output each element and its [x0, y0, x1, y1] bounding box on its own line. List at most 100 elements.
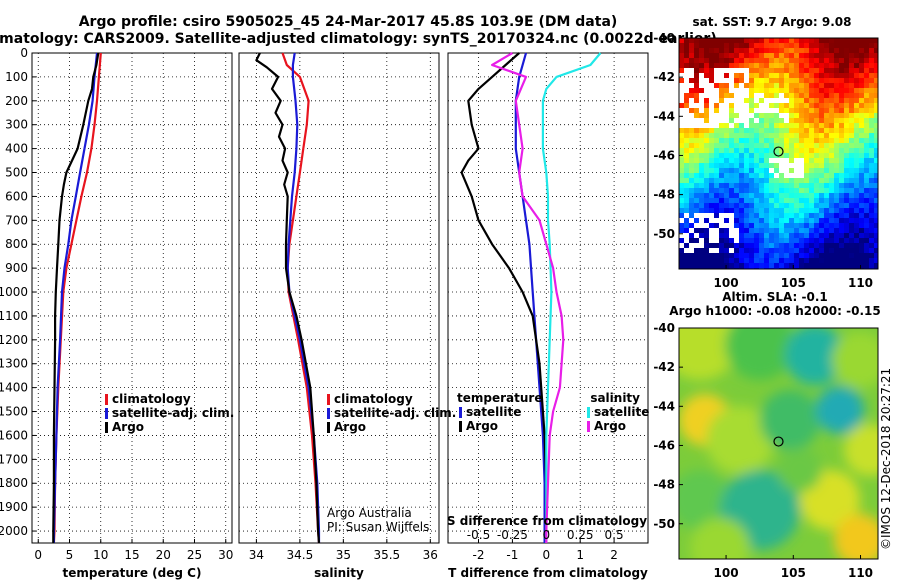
- sst-cell: [819, 163, 824, 168]
- sst-cell: [859, 88, 864, 93]
- sst-cell: [804, 228, 809, 233]
- sst-cell: [844, 148, 849, 153]
- sst-cell: [784, 38, 789, 43]
- sst-cell: [759, 248, 764, 253]
- axes-frame: [238, 52, 440, 544]
- sst-cell: [694, 68, 699, 73]
- sst-cell: [834, 108, 839, 113]
- x-tick-label: 100: [714, 566, 739, 580]
- sst-cell: [794, 123, 799, 128]
- sst-cell: [789, 148, 794, 153]
- sst-cell: [714, 248, 719, 253]
- sst-cell: [854, 133, 859, 138]
- sst-cell: [704, 113, 709, 118]
- sst-cell: [789, 43, 794, 48]
- sst-cell: [679, 228, 684, 233]
- sst-cell: [794, 208, 799, 213]
- sst-cell: [759, 188, 764, 193]
- sst-cell: [854, 183, 859, 188]
- sst-cell: [864, 123, 869, 128]
- legend-label: climatology: [112, 392, 191, 406]
- sst-cell: [699, 173, 704, 178]
- sst-cell: [719, 148, 724, 153]
- sst-cell: [809, 103, 814, 108]
- sst-cell: [824, 143, 829, 148]
- sst-cell: [859, 108, 864, 113]
- sst-cell: [874, 163, 878, 168]
- sst-cell: [774, 178, 779, 183]
- sst-cell: [839, 223, 844, 228]
- sst-cell: [749, 73, 754, 78]
- sst-cell: [709, 58, 714, 63]
- sst-cell: [724, 183, 729, 188]
- sst-cell: [789, 193, 794, 198]
- x-tick-label: 2: [610, 548, 618, 562]
- sst-cell: [739, 153, 744, 158]
- sst-cell: [744, 138, 749, 143]
- sst-cell: [699, 128, 704, 133]
- top-axis-label: S difference from climatology: [447, 514, 647, 528]
- sst-cell: [754, 88, 759, 93]
- sst-cell: [699, 43, 704, 48]
- sst-cell: [704, 118, 709, 123]
- sst-cell: [804, 203, 809, 208]
- sst-cell: [869, 178, 874, 183]
- sst-cell: [864, 163, 869, 168]
- sst-cell: [814, 238, 819, 243]
- sst-cell: [784, 148, 789, 153]
- sst-cell: [849, 168, 854, 173]
- y-tick-label: 1700: [0, 452, 28, 466]
- sst-cell: [814, 118, 819, 123]
- sst-cell: [779, 48, 784, 53]
- sst-cell: [854, 68, 859, 73]
- sst-cell: [809, 83, 814, 88]
- sst-cell: [759, 123, 764, 128]
- sst-cell: [834, 223, 839, 228]
- sst-cell: [789, 238, 794, 243]
- sst-cell: [774, 78, 779, 83]
- sst-cell: [774, 163, 779, 168]
- sst-cell: [759, 118, 764, 123]
- sst-cell: [794, 83, 799, 88]
- sst-cell: [754, 103, 759, 108]
- sst-cell: [794, 178, 799, 183]
- sst-cell: [789, 83, 794, 88]
- sst-cell: [789, 73, 794, 78]
- sst-cell: [704, 48, 709, 53]
- sst-cell: [769, 253, 774, 258]
- sst-cell: [729, 128, 734, 133]
- sst-cell: [774, 248, 779, 253]
- x-tick-label: 105: [781, 566, 806, 580]
- sst-cell: [834, 253, 839, 258]
- x-tick-label: 1: [576, 548, 584, 562]
- sst-cell: [699, 88, 704, 93]
- sst-cell: [744, 188, 749, 193]
- sst-cell: [814, 78, 819, 83]
- sst-cell: [749, 83, 754, 88]
- sst-cell: [764, 148, 769, 153]
- sst-cell: [684, 168, 689, 173]
- sst-cell: [819, 223, 824, 228]
- sst-cell: [769, 148, 774, 153]
- sst-cell: [764, 138, 769, 143]
- sst-cell: [779, 43, 784, 48]
- sst-cell: [834, 93, 839, 98]
- sst-cell: [869, 148, 874, 153]
- sst-cell: [714, 263, 719, 268]
- sst-cell: [729, 118, 734, 123]
- sst-cell: [774, 243, 779, 248]
- sst-cell: [749, 228, 754, 233]
- sst-cell: [799, 203, 804, 208]
- sst-cell: [729, 223, 734, 228]
- sst-cell: [834, 143, 839, 148]
- sst-cell: [694, 218, 699, 223]
- sst-cell: [799, 253, 804, 258]
- sst-cell: [819, 63, 824, 68]
- sst-cell: [684, 218, 689, 223]
- sst-cell: [699, 73, 704, 78]
- sst-cell: [699, 153, 704, 158]
- sst-cell: [799, 223, 804, 228]
- sst-cell: [809, 128, 814, 133]
- sst-cell: [734, 38, 739, 43]
- sst-cell: [784, 58, 789, 63]
